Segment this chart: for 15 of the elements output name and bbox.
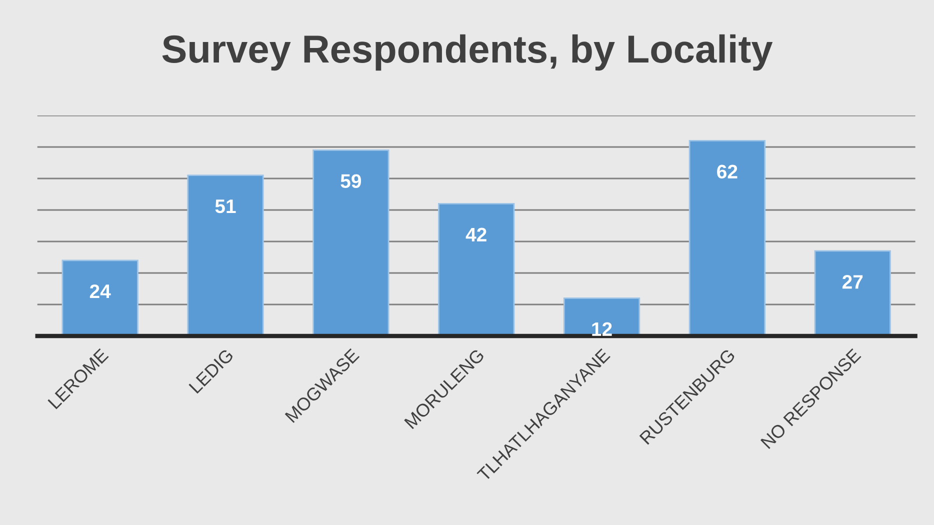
data-label: 59 [340,174,362,188]
data-label: 42 [466,228,486,242]
data-label: 12 [592,322,612,336]
chart-title: Survey Respondents, by Locality [162,34,773,71]
bar [814,250,891,336]
bar [688,140,766,336]
bar [563,298,640,336]
data-label: 62 [717,164,738,179]
bar [312,149,390,336]
data-label: 51 [215,200,236,214]
data-label: 24 [90,284,111,298]
data-label: 27 [842,275,863,289]
bar [438,203,515,336]
bar [62,260,138,336]
bar [187,174,264,336]
